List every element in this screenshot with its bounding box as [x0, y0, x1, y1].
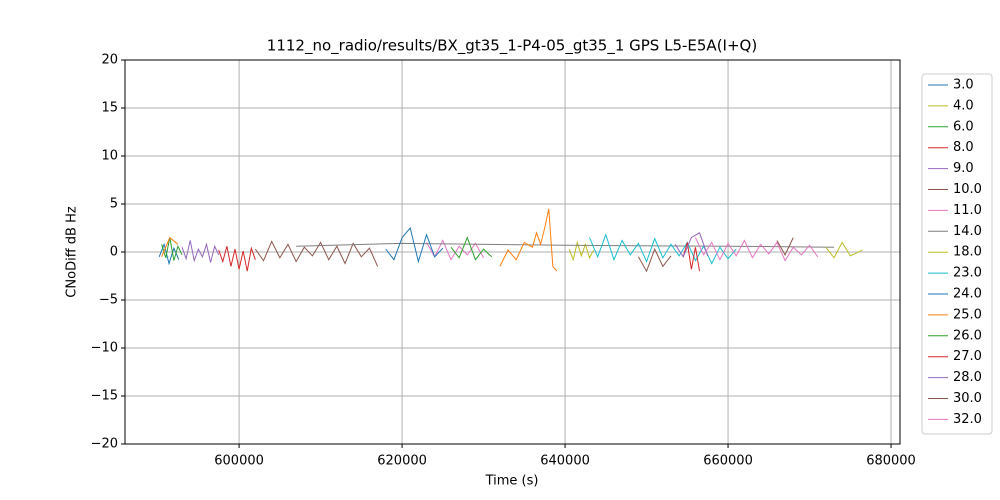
x-tick-label: 600000 — [214, 454, 264, 469]
legend-label: 27.0 — [953, 349, 982, 364]
legend-label: 24.0 — [953, 287, 982, 302]
legend-label: 28.0 — [953, 370, 982, 385]
legend-label: 3.0 — [953, 78, 974, 93]
x-tick-label: 660000 — [703, 454, 753, 469]
series-line — [674, 232, 709, 258]
y-tick-label: 0 — [110, 245, 118, 260]
series-line — [385, 226, 444, 264]
legend-box — [921, 73, 993, 435]
legend-label: 25.0 — [953, 307, 982, 322]
series-line — [694, 237, 819, 262]
series-line — [637, 237, 794, 273]
legend-label: 10.0 — [953, 182, 982, 197]
x-tick-label: 640000 — [540, 454, 590, 469]
series-line — [682, 242, 701, 272]
y-tick-label: −10 — [91, 341, 118, 356]
series-line — [450, 236, 493, 261]
legend-label: 26.0 — [953, 328, 982, 343]
y-tick-label: −20 — [91, 437, 118, 452]
y-tick-label: 15 — [101, 101, 118, 116]
y-tick-label: −5 — [99, 293, 118, 308]
legend-label: 6.0 — [953, 119, 974, 134]
series-line — [589, 233, 737, 265]
legend-label: 11.0 — [953, 203, 982, 218]
legend-label: 4.0 — [953, 98, 974, 113]
x-tick-label: 620000 — [377, 454, 427, 469]
series-line — [825, 241, 863, 259]
series-line — [161, 237, 183, 261]
legend-label: 23.0 — [953, 266, 982, 281]
legend-label: 14.0 — [953, 224, 982, 239]
series-line — [161, 208, 558, 272]
y-axis-label: CNoDiff dB Hz — [65, 206, 80, 298]
y-tick-label: 5 — [110, 197, 118, 212]
legend-label: 18.0 — [953, 245, 982, 260]
x-tick-label: 680000 — [866, 454, 916, 469]
y-tick-label: 10 — [101, 149, 118, 164]
series-line — [568, 240, 595, 262]
series-line — [254, 240, 379, 267]
legend-label: 32.0 — [953, 412, 982, 427]
plot-frame — [124, 59, 901, 445]
legend-label: 30.0 — [953, 391, 982, 406]
series-line — [181, 240, 220, 263]
chart-title: 1112_no_radio/results/BX_gt35_1-P4-05_gt… — [267, 37, 757, 56]
legend-label: 9.0 — [953, 161, 974, 176]
y-tick-label: −15 — [91, 389, 118, 404]
series-line — [296, 242, 834, 248]
series-line — [218, 246, 256, 272]
y-tick-label: 20 — [101, 53, 118, 68]
legend-label: 8.0 — [953, 140, 974, 155]
x-axis-label: Time (s) — [485, 474, 539, 489]
